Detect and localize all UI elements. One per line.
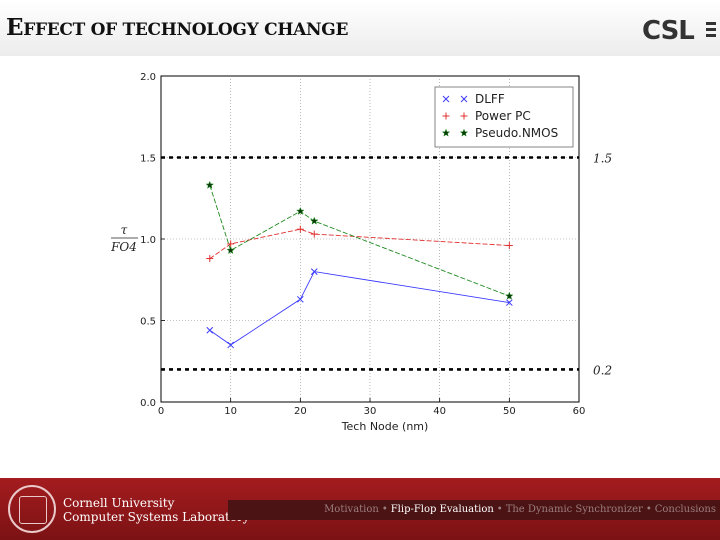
x-axis-label: Tech Node (nm)	[341, 420, 429, 433]
y-axis-label-numerator: τ	[121, 223, 128, 237]
legend-marker-pseudo-nmos	[441, 128, 451, 137]
marker-star	[205, 180, 215, 189]
legend-label-power-pc: Power PC	[475, 109, 531, 123]
nav-separator: •	[381, 504, 388, 515]
y-tick-label: 1.0	[140, 235, 156, 246]
y-tick-label: 0.5	[140, 317, 156, 328]
legend-label-pseudo-nmos: Pseudo.NMOS	[475, 126, 558, 140]
x-tick-label: 10	[224, 406, 237, 417]
marker-star	[296, 206, 305, 215]
marker-star	[459, 128, 469, 137]
legend-marker-dlff	[460, 95, 468, 103]
data-point-dlff	[227, 341, 235, 349]
nav-item-flip-flop-evaluation[interactable]: Flip-Flop Evaluation	[390, 504, 494, 515]
lab-name: Computer Systems Laboratory	[63, 510, 250, 524]
data-point-dlff	[310, 268, 318, 275]
reference-line-label: 1.5	[593, 152, 612, 166]
marker-star	[310, 216, 319, 225]
title-first-letter: E	[6, 14, 24, 41]
x-tick-label: 40	[433, 406, 446, 417]
tech-node-chart: 1.5 0.2 0 10 20 30 40 50 60 0.0 0.5 1.0 1.5 2.0 Tec…	[110, 72, 612, 433]
nav-separator: •	[645, 504, 652, 515]
slide-title: EFFECT OF TECHNOLOGY CHANGE	[6, 14, 348, 41]
legend-marker-power-pc	[460, 112, 468, 120]
x-tick-label: 0	[158, 406, 164, 417]
csl-logo-bars-icon	[706, 22, 716, 44]
legend-marker-dlff	[442, 95, 450, 103]
y-tick-label: 1.5	[140, 154, 156, 165]
data-point-pseudo-nmos	[296, 206, 305, 215]
nav-separator: •	[496, 504, 503, 515]
marker-star	[226, 245, 235, 255]
data-point-pseudo-nmos	[226, 245, 235, 255]
reference-line-label: 0.2	[593, 363, 612, 377]
data-point-dlff	[296, 295, 304, 303]
data-point-power-pc	[505, 242, 513, 250]
data-point-power-pc	[206, 255, 214, 263]
nav-item-motivation[interactable]: Motivation	[324, 504, 379, 515]
slide-header: EFFECT OF TECHNOLOGY CHANGE CSL	[0, 0, 720, 56]
university-block: Cornell University Computer Systems Labo…	[63, 496, 250, 524]
marker-stroke	[296, 295, 304, 303]
marker-stroke	[227, 341, 235, 349]
title-rest: FFECT OF TECHNOLOGY CHANGE	[23, 20, 349, 40]
nav-item-the-dynamic-synchronizer[interactable]: The Dynamic Synchronizer	[505, 504, 643, 515]
y-tick-label: 0.0	[140, 398, 156, 409]
series-line-power-pc	[209, 228, 510, 259]
x-tick-label: 20	[294, 406, 307, 417]
marker-star	[504, 291, 514, 300]
data-point-pseudo-nmos	[504, 291, 514, 300]
data-point-power-pc	[310, 230, 318, 238]
data-point-power-pc	[296, 225, 304, 233]
x-ticks: 0 10 20 30 40 50 60	[158, 398, 586, 417]
legend-box	[434, 86, 574, 148]
legend-marker-power-pc	[442, 112, 450, 120]
y-tick-label: 2.0	[140, 72, 156, 83]
series-group	[205, 180, 514, 349]
marker-stroke	[310, 268, 318, 275]
marker-stroke	[442, 95, 450, 103]
marker-star	[441, 128, 451, 137]
marker-stroke	[505, 299, 513, 306]
reference-lines: 1.5 0.2	[161, 152, 612, 377]
section-nav: Motivation • Flip-Flop Evaluation • The Dyna…	[228, 500, 720, 520]
data-point-pseudo-nmos	[310, 216, 319, 225]
legend-label-dlff: DLFF	[475, 92, 505, 106]
marker-stroke	[206, 326, 214, 334]
legend: DLFF Power PC Pseudo.NMOS	[434, 86, 574, 148]
y-ticks: 0.0 0.5 1.0 1.5 2.0	[140, 72, 165, 409]
nav-item-conclusions[interactable]: Conclusions	[654, 504, 716, 515]
x-tick-label: 50	[503, 406, 516, 417]
marker-stroke	[460, 95, 468, 103]
y-axis-label-denominator: FO4	[110, 240, 137, 254]
x-tick-label: 30	[364, 406, 377, 417]
cornell-seal-icon	[8, 485, 56, 533]
data-point-dlff	[505, 299, 513, 306]
x-tick-label: 60	[573, 406, 586, 417]
data-point-pseudo-nmos	[205, 180, 215, 189]
legend-marker-pseudo-nmos	[459, 128, 469, 137]
data-point-dlff	[206, 326, 214, 334]
csl-logo: CSL	[642, 16, 695, 46]
university-name: Cornell University	[63, 496, 175, 510]
